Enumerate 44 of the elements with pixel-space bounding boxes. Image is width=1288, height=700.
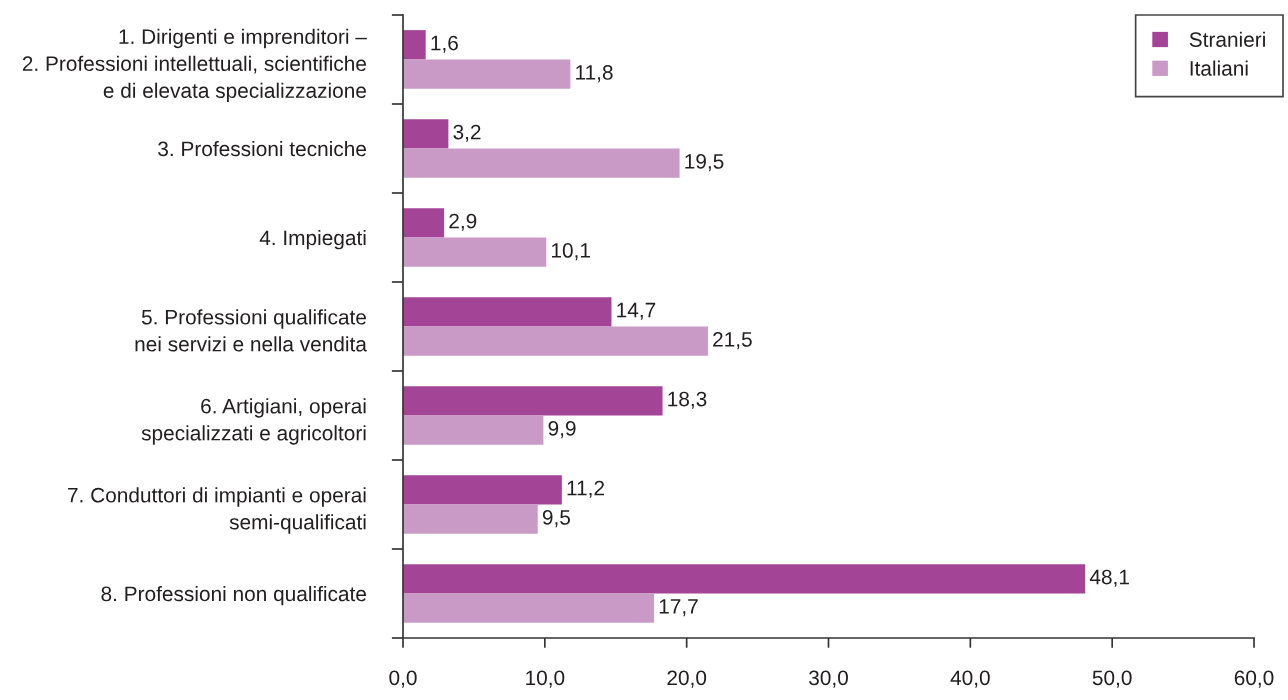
data-label: 9,5 — [542, 510, 570, 528]
bar — [403, 119, 449, 149]
y-tick-label: 4. Impiegati — [259, 229, 366, 250]
bar — [403, 504, 538, 534]
data-label: 10,1 — [552, 243, 590, 261]
data-label: 17,7 — [659, 599, 698, 617]
data-label: 3,2 — [453, 124, 481, 142]
data-label: 1,6 — [431, 35, 458, 53]
bar — [403, 415, 544, 445]
legend-label: Stranieri — [1189, 31, 1265, 47]
y-tick-label: 3. Professioni tecniche — [158, 140, 366, 157]
bar — [403, 593, 655, 623]
data-label: 2,9 — [449, 213, 477, 231]
y-tick-label: 1. Dirigenti e imprenditori – 2. Professioni intellettuali, scientifiche e di elevata specializzazione — [22, 28, 367, 103]
bar — [403, 30, 426, 60]
data-label: 14,7 — [617, 302, 656, 320]
bar — [403, 59, 571, 89]
data-label: 9,9 — [548, 421, 576, 439]
y-tick-label: 7. Conduttori di impianti e operai semi-qualificati — [68, 487, 366, 534]
bar — [403, 297, 612, 327]
legend-label: Italiani — [1190, 60, 1248, 76]
data-label: 11,8 — [576, 65, 613, 83]
x-tick-label: 50,0 — [1092, 670, 1132, 688]
x-tick-label: 0,0 — [389, 670, 417, 688]
x-tick-label: 10,0 — [526, 670, 565, 688]
bar — [403, 208, 445, 238]
bar — [403, 564, 1086, 594]
x-tick-label: 20,0 — [667, 670, 707, 688]
bar — [403, 148, 680, 178]
data-label: 48,1 — [1089, 569, 1129, 587]
bar — [403, 326, 708, 356]
data-label: 11,2 — [567, 480, 604, 498]
y-tick-label: 5. Professioni qualificate nei servizi e nella vendita — [135, 309, 367, 352]
x-tick-label: 40,0 — [950, 670, 990, 688]
data-label: 18,3 — [668, 391, 707, 409]
x-tick-label: 60,0 — [1234, 670, 1274, 688]
data-label: 21,5 — [713, 332, 752, 350]
bar — [403, 475, 562, 505]
y-tick-label: 8. Professioni non qualificate — [101, 585, 366, 606]
bar — [403, 237, 547, 267]
y-tick-label: 6. Artigiani, operai specializzati e agricoltori — [141, 398, 366, 445]
x-tick-label: 30,0 — [809, 670, 848, 688]
data-label: 19,5 — [685, 154, 724, 172]
bar — [403, 386, 663, 416]
